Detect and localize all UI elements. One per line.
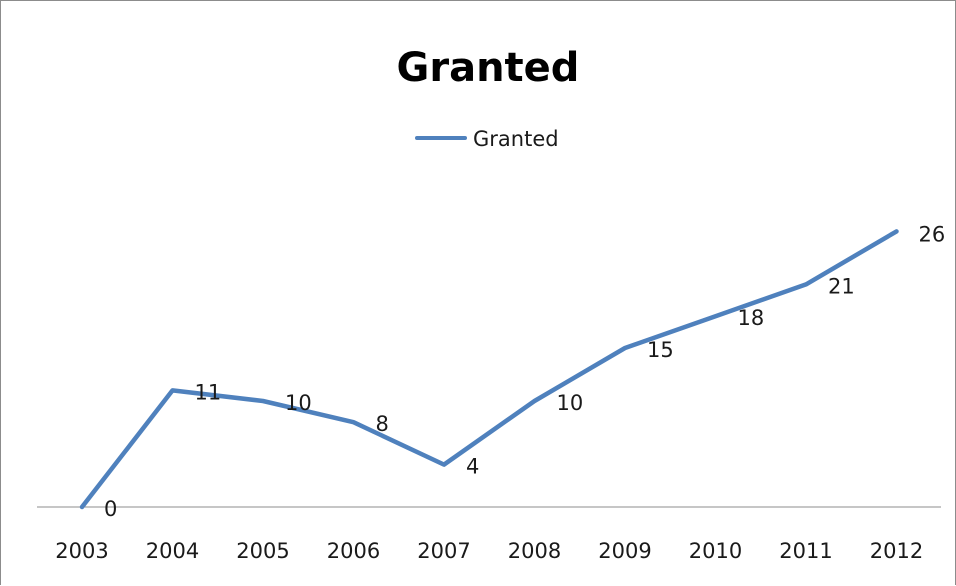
data-label: 0 bbox=[104, 497, 117, 521]
data-labels: 0 11 10 8 4 10 15 18 21 26 bbox=[104, 222, 945, 521]
x-axis-tick-labels: 2003 2004 2005 2006 2007 2008 2009 2010 2011 2012 bbox=[55, 539, 923, 563]
chart-title: Granted bbox=[397, 45, 580, 91]
data-label: 15 bbox=[647, 338, 674, 362]
x-tick-label: 2007 bbox=[417, 539, 470, 563]
data-label: 18 bbox=[738, 306, 765, 330]
data-label: 10 bbox=[285, 391, 312, 415]
data-label: 11 bbox=[195, 380, 222, 404]
x-tick-label: 2008 bbox=[508, 539, 561, 563]
x-tick-label: 2006 bbox=[327, 539, 380, 563]
data-label: 4 bbox=[466, 455, 479, 479]
x-tick-label: 2009 bbox=[598, 539, 651, 563]
series-line-granted bbox=[79, 229, 899, 510]
x-tick-label: 2005 bbox=[236, 539, 289, 563]
data-label: 26 bbox=[919, 222, 946, 246]
x-tick-label: 2003 bbox=[55, 539, 108, 563]
x-tick-label: 2012 bbox=[870, 539, 923, 563]
x-tick-label: 2010 bbox=[689, 539, 742, 563]
x-tick-label: 2011 bbox=[779, 539, 832, 563]
data-label: 21 bbox=[828, 274, 855, 298]
x-tick-label: 2004 bbox=[146, 539, 199, 563]
legend: Granted bbox=[415, 127, 559, 151]
series-layer bbox=[79, 229, 899, 510]
data-label: 10 bbox=[557, 391, 584, 415]
data-label: 8 bbox=[376, 412, 389, 436]
legend-label: Granted bbox=[473, 127, 559, 151]
